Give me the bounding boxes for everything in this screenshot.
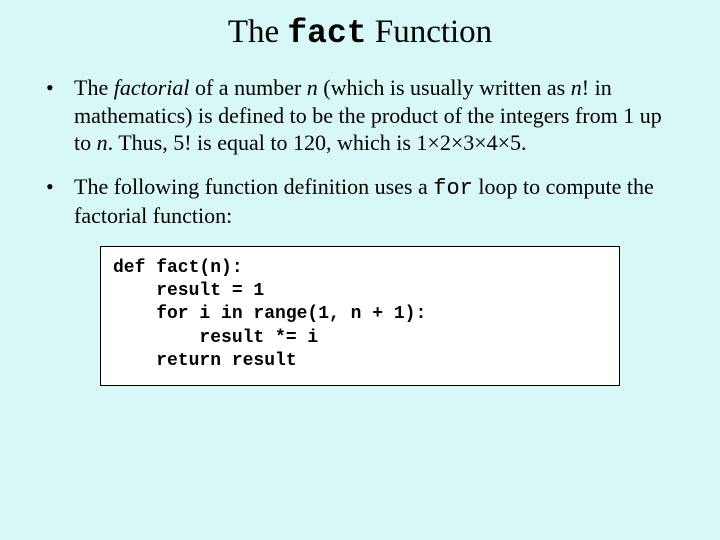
title-pre: The: [228, 14, 288, 50]
text: The: [74, 75, 114, 100]
bullet-list: The factorial of a number n (which is us…: [36, 74, 684, 230]
factorial-word: factorial: [114, 75, 190, 100]
var-n: n: [97, 130, 108, 155]
text: The following function definition uses a: [74, 174, 433, 199]
var-n: n: [571, 75, 582, 100]
slide: The fact Function The factorial of a num…: [0, 0, 720, 540]
slide-title: The fact Function: [36, 14, 684, 52]
title-code: fact: [287, 15, 366, 52]
title-post: Function: [367, 14, 493, 50]
code-block: def fact(n): result = 1 for i in range(1…: [113, 257, 607, 374]
code-box: def fact(n): result = 1 for i in range(1…: [100, 246, 620, 387]
bullet-item: The following function definition uses a…: [36, 173, 684, 230]
var-n: n: [307, 75, 318, 100]
bullet-item: The factorial of a number n (which is us…: [36, 74, 684, 157]
for-keyword: for: [433, 176, 473, 201]
text: of a number: [189, 75, 306, 100]
text: . Thus, 5! is equal to 120, which is 1×2…: [108, 130, 527, 155]
text: (which is usually written as: [318, 75, 571, 100]
